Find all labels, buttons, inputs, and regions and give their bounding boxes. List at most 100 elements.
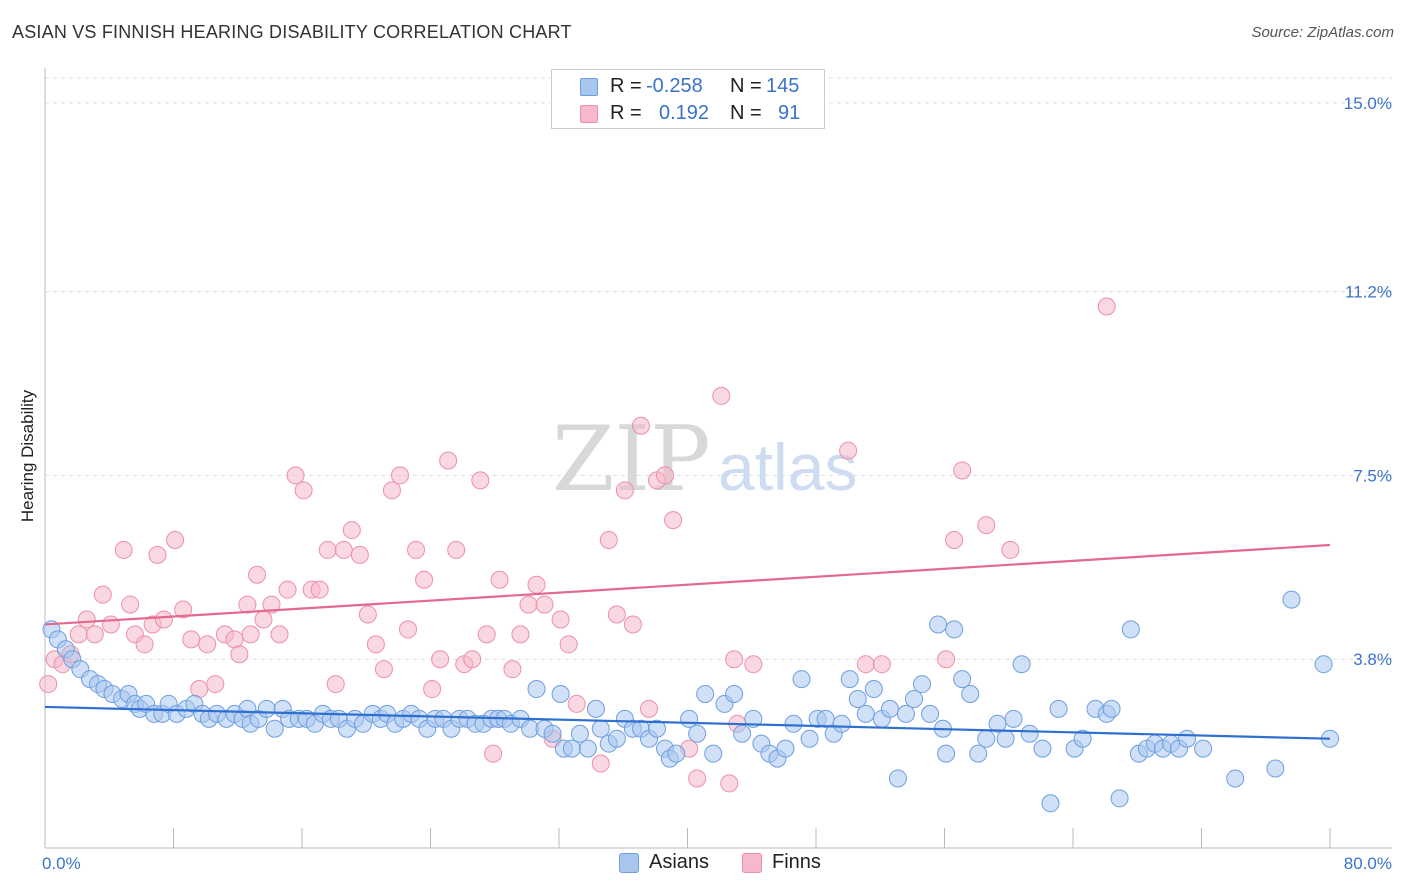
finn-point (286, 466, 305, 485)
finn-point (182, 630, 201, 649)
finn-point (358, 605, 377, 624)
asian-point (1266, 759, 1285, 778)
finn-point (294, 481, 313, 500)
finn-point (407, 540, 426, 559)
asian-point (961, 685, 980, 703)
watermark-atlas: atlas (718, 430, 857, 504)
y-tick-label: 15.0% (1344, 94, 1392, 113)
finn-point (423, 680, 442, 699)
asian-point (688, 724, 707, 743)
finn-point (744, 655, 763, 674)
finn-point (607, 605, 626, 624)
asian-point (1073, 729, 1092, 748)
finn-point (664, 511, 683, 530)
legend-swatch-asians (619, 853, 639, 873)
finn-point (599, 531, 618, 549)
asian-point (977, 729, 996, 748)
finn-point (399, 620, 418, 639)
finn-point (230, 645, 249, 664)
legend-n-value: 145 (766, 75, 800, 97)
legend-label-finns: Finns (772, 851, 821, 873)
finn-point (439, 451, 458, 470)
finn-point (241, 625, 260, 644)
asian-point (696, 685, 715, 703)
asian-point (792, 670, 811, 689)
finn-point (190, 680, 209, 699)
x-tick-label: 80.0% (1344, 854, 1392, 873)
asian-point (1041, 794, 1060, 813)
asian-point (704, 744, 723, 763)
asian-point (257, 699, 276, 718)
asians-trend-line (44, 705, 1331, 740)
asian-point (1033, 739, 1052, 758)
finn-point (1001, 540, 1020, 559)
finn-point (527, 575, 546, 594)
finn-point (631, 416, 650, 435)
asian-point (744, 709, 763, 728)
legend-r-value: 0.192 (659, 102, 710, 124)
finn-point (688, 769, 707, 788)
legend-row-finns: R = 0.192 N = 91 (552, 101, 822, 127)
asian-point (680, 709, 699, 728)
legend-n-value: 91 (778, 102, 801, 124)
finn-point (206, 675, 225, 694)
finn-point (656, 466, 675, 485)
finn-point (248, 565, 267, 584)
asian-point (586, 699, 605, 718)
finn-point (166, 531, 185, 549)
finn-point (148, 545, 167, 564)
legend-row-asians: R = -0.258 N = 145 (552, 74, 822, 100)
finn-point (551, 610, 570, 629)
finn-point (977, 516, 996, 535)
finns-trend-line (44, 543, 1331, 626)
asian-point (848, 689, 867, 708)
legend-swatch-asians (580, 78, 598, 96)
finn-point (567, 694, 586, 713)
finn-point (154, 610, 173, 629)
finn-point (350, 545, 369, 564)
asian-point (953, 670, 972, 689)
asian-point (840, 670, 859, 689)
axes (44, 68, 1392, 849)
asian-point (667, 744, 686, 763)
asian-point (921, 704, 940, 723)
legend-label-asians: Asians (649, 851, 710, 873)
finn-point (135, 635, 154, 654)
finn-point (1097, 297, 1116, 316)
asian-point (265, 719, 284, 738)
finn-point (447, 540, 466, 559)
finn-point (101, 615, 120, 634)
finn-point (477, 625, 496, 644)
asian-point (1282, 590, 1301, 609)
asian-point (1012, 655, 1031, 674)
x-tick-label: 0.0% (42, 854, 81, 873)
asians-points (42, 590, 1339, 813)
finn-point (639, 699, 658, 718)
asian-point (1110, 789, 1129, 808)
y-tick-label: 11.2% (1345, 283, 1392, 302)
asian-point (1194, 739, 1213, 758)
finn-point (225, 630, 244, 649)
finn-point (77, 610, 96, 629)
finns-points (39, 297, 1116, 793)
asian-point (1004, 709, 1023, 728)
asian-point (607, 729, 626, 748)
asian-point (856, 704, 875, 723)
finn-point (270, 625, 289, 644)
tick-labels: 3.8% 7.5% 11.2% 15.0% 0.0% 80.0% (42, 94, 1392, 873)
finn-point (559, 635, 578, 654)
asian-point (562, 739, 581, 758)
finn-point (326, 675, 345, 694)
finn-point (839, 441, 858, 460)
finn-point (945, 531, 964, 549)
finn-point (114, 540, 133, 559)
finn-point (415, 570, 434, 589)
finn-point (198, 635, 217, 654)
finn-point (872, 655, 891, 674)
asian-point (988, 714, 1007, 733)
asian-point (888, 769, 907, 788)
asian-point (784, 714, 803, 733)
asian-point (896, 704, 915, 723)
finn-point (39, 675, 58, 694)
